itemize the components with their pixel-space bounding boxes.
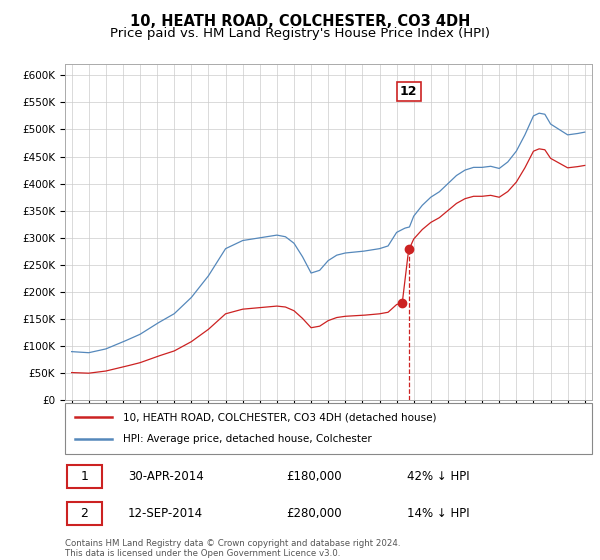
Text: Price paid vs. HM Land Registry's House Price Index (HPI): Price paid vs. HM Land Registry's House … <box>110 27 490 40</box>
FancyBboxPatch shape <box>65 403 592 454</box>
Text: £280,000: £280,000 <box>286 507 341 520</box>
Text: £180,000: £180,000 <box>286 470 341 483</box>
Text: HPI: Average price, detached house, Colchester: HPI: Average price, detached house, Colc… <box>123 435 371 445</box>
Text: 30-APR-2014: 30-APR-2014 <box>128 470 204 483</box>
FancyBboxPatch shape <box>67 502 101 525</box>
Text: 10, HEATH ROAD, COLCHESTER, CO3 4DH (detached house): 10, HEATH ROAD, COLCHESTER, CO3 4DH (det… <box>123 412 436 422</box>
Text: 1: 1 <box>80 470 88 483</box>
Text: 42% ↓ HPI: 42% ↓ HPI <box>407 470 470 483</box>
Text: 10, HEATH ROAD, COLCHESTER, CO3 4DH: 10, HEATH ROAD, COLCHESTER, CO3 4DH <box>130 14 470 29</box>
Text: 12: 12 <box>400 85 418 98</box>
Text: Contains HM Land Registry data © Crown copyright and database right 2024.
This d: Contains HM Land Registry data © Crown c… <box>65 539 400 558</box>
Text: 12-SEP-2014: 12-SEP-2014 <box>128 507 203 520</box>
Text: 2: 2 <box>80 507 88 520</box>
FancyBboxPatch shape <box>67 465 101 488</box>
Text: 14% ↓ HPI: 14% ↓ HPI <box>407 507 470 520</box>
